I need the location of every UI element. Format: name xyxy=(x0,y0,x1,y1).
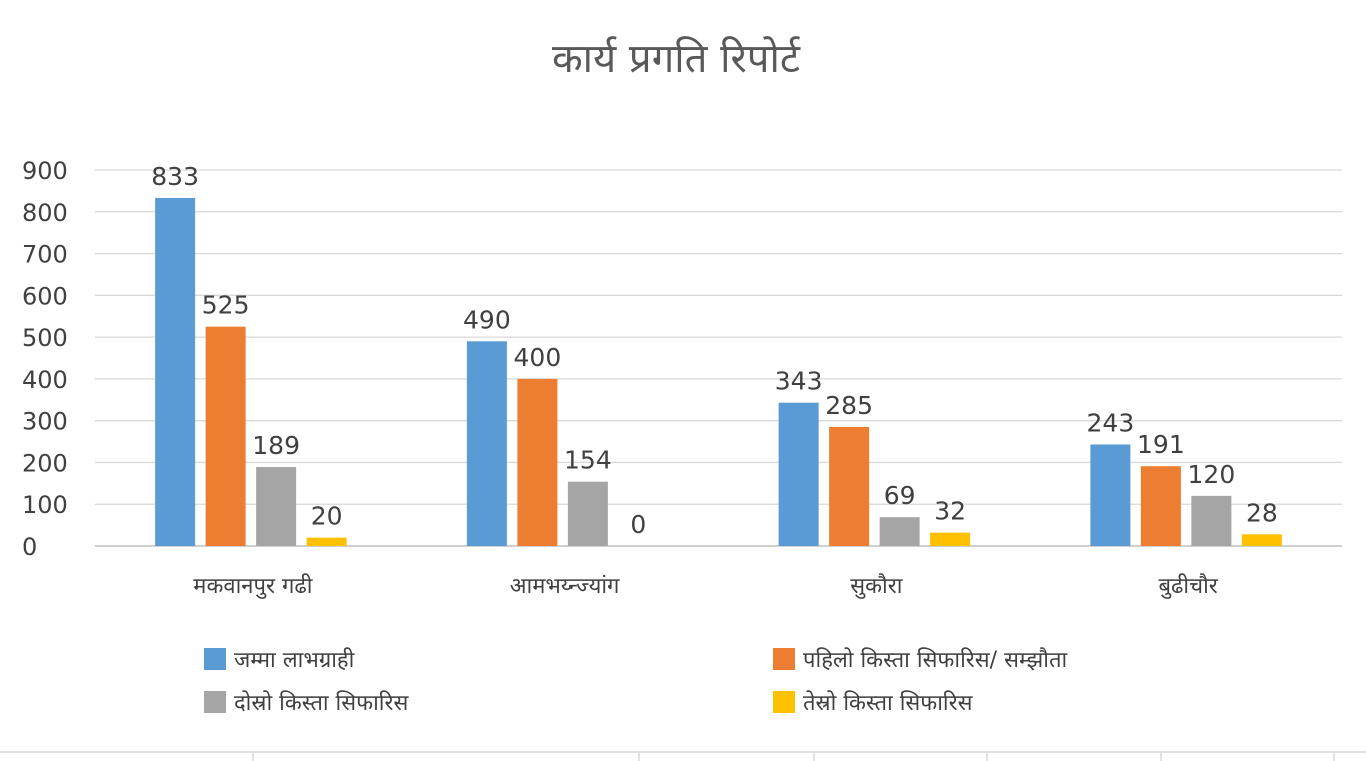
data-label: 120 xyxy=(1188,460,1236,489)
category-labels: मकवानपुर गढी आमभय्न्ज्यांग सुकौरा बुढीचौर xyxy=(193,573,1218,599)
legend-label: तेस्रो किस्ता सिफारिस xyxy=(803,690,974,716)
bar xyxy=(306,537,347,546)
data-label: 69 xyxy=(884,481,916,510)
legend-label: जम्मा लाभग्राही xyxy=(234,647,355,673)
data-label: 285 xyxy=(825,391,873,420)
bar xyxy=(829,426,870,546)
y-tick-label: 900 xyxy=(22,157,68,185)
x-category-label: आमभय्न्ज्यांग xyxy=(510,574,620,599)
y-tick-label: 200 xyxy=(22,449,68,477)
data-label: 833 xyxy=(151,162,199,191)
data-label: 20 xyxy=(311,502,343,531)
legend-swatch xyxy=(773,691,795,713)
bar xyxy=(879,517,920,546)
data-label: 525 xyxy=(202,291,250,320)
y-tick-label: 600 xyxy=(22,282,68,310)
legend-swatch xyxy=(773,648,795,670)
y-tick-label: 500 xyxy=(22,324,68,352)
data-label: 28 xyxy=(1246,498,1278,527)
x-category-label: बुढीचौर xyxy=(1158,573,1218,599)
legend-label: दोस्रो किस्ता सिफारिस xyxy=(234,690,409,716)
legend-swatch xyxy=(204,691,226,713)
bars xyxy=(155,197,1282,547)
grid-lines xyxy=(95,169,1342,547)
bar xyxy=(155,197,196,547)
bar xyxy=(466,341,507,546)
y-tick-label: 100 xyxy=(22,491,68,519)
bar xyxy=(778,402,819,546)
bar xyxy=(567,481,608,546)
bar xyxy=(930,532,971,546)
bar xyxy=(1090,444,1131,546)
x-category-label: मकवानपुर गढी xyxy=(193,573,312,599)
chart-frame xyxy=(0,751,1366,761)
data-label: 490 xyxy=(463,305,511,334)
y-tick-label: 800 xyxy=(22,199,68,227)
data-label: 32 xyxy=(934,497,966,526)
data-label: 154 xyxy=(564,446,612,475)
y-axis-tick-labels: 0 100 200 300 400 500 600 700 800 900 xyxy=(22,157,68,561)
y-tick-label: 300 xyxy=(22,408,68,436)
y-tick-label: 0 xyxy=(22,533,37,561)
bar xyxy=(1140,466,1181,546)
bar xyxy=(517,378,558,546)
bar xyxy=(256,467,297,546)
y-tick-label: 700 xyxy=(22,241,68,269)
legend-label: पहिलो किस्ता सिफारिस/ सम्झौता xyxy=(803,647,1068,673)
data-label: 243 xyxy=(1087,408,1135,437)
bar xyxy=(1191,495,1232,546)
bar xyxy=(205,326,246,546)
chart-title: कार्य प्रगति रिपोर्ट xyxy=(552,36,801,82)
data-label: 191 xyxy=(1137,430,1185,459)
data-label: 189 xyxy=(252,431,300,460)
data-label: 343 xyxy=(775,367,823,396)
legend: जम्मा लाभग्राही पहिलो किस्ता सिफारिस/ सम्… xyxy=(204,647,1068,716)
data-label: 400 xyxy=(514,343,562,372)
legend-swatch xyxy=(204,648,226,670)
data-label: 0 xyxy=(630,510,646,539)
bar xyxy=(1241,534,1282,546)
y-tick-label: 400 xyxy=(22,366,68,394)
x-category-label: सुकौरा xyxy=(850,573,902,599)
